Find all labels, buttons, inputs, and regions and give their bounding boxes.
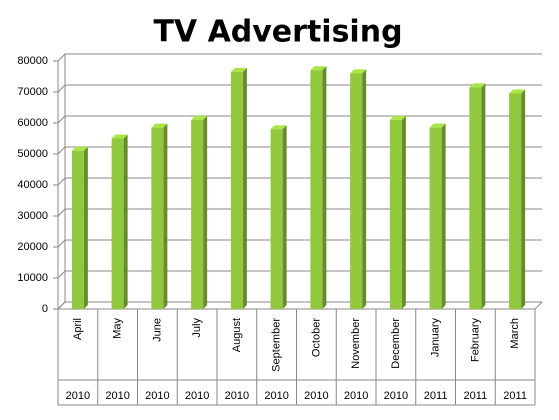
bar-front	[151, 127, 164, 310]
x-tick-label: May	[112, 318, 124, 339]
bar-side	[123, 134, 128, 309]
bar-side	[362, 69, 367, 310]
bar	[350, 69, 367, 310]
bar-top	[350, 69, 367, 74]
x-tick-label: April	[72, 318, 84, 340]
bar	[429, 123, 446, 310]
bar-top	[270, 125, 287, 130]
bar	[310, 66, 327, 309]
x-group-label: 2011	[503, 390, 527, 402]
x-tick-label: January	[430, 318, 442, 358]
bar-front	[350, 73, 363, 310]
bar-side	[521, 89, 526, 309]
bar	[71, 146, 88, 309]
bar-side	[83, 146, 88, 309]
bar-side	[163, 123, 168, 310]
bar-front	[111, 138, 124, 309]
grid-line	[57, 115, 542, 124]
bar-front	[230, 71, 243, 309]
bar-top	[151, 123, 168, 128]
x-group-label: 2011	[464, 390, 488, 402]
x-group-label: 2010	[66, 390, 90, 402]
bar-side	[322, 66, 327, 309]
bar-top	[230, 67, 247, 72]
x-group-label: 2010	[344, 390, 368, 402]
x-group-label: 2010	[105, 390, 129, 402]
bar	[230, 67, 247, 309]
bar-side	[481, 83, 486, 309]
bar-top	[389, 115, 406, 120]
bar	[270, 125, 287, 309]
bar	[509, 89, 526, 309]
x-group-label: 2010	[225, 390, 249, 402]
bar-side	[242, 67, 247, 309]
y-tick-label: 70000	[17, 86, 48, 98]
chart-title: TV Advertising	[153, 15, 402, 50]
bar-top	[191, 115, 208, 120]
x-tick-label: March	[509, 318, 521, 349]
grid-line	[57, 270, 542, 279]
grid-line	[57, 146, 542, 155]
y-tick-label: 20000	[17, 241, 48, 253]
bar-front	[469, 87, 482, 309]
x-tick-label: July	[191, 318, 203, 338]
bar-front	[389, 119, 402, 310]
x-group-label: 2011	[424, 390, 448, 402]
grid-line	[57, 84, 542, 93]
x-group-label: 2010	[384, 390, 408, 402]
bar-front	[509, 93, 522, 309]
bar-top	[509, 89, 526, 94]
x-tick-label: October	[310, 318, 322, 357]
bar-side	[401, 115, 406, 310]
bar	[111, 134, 128, 309]
x-tick-label: December	[390, 318, 402, 369]
y-tick-label: 80000	[17, 55, 48, 67]
bar	[151, 123, 168, 310]
grid-line	[57, 177, 542, 186]
grid-line	[57, 208, 542, 217]
bar-top	[310, 66, 327, 71]
y-tick-label: 40000	[17, 179, 48, 191]
x-group-label: 2010	[304, 390, 328, 402]
bar-front	[71, 150, 84, 309]
bar-side	[203, 115, 208, 310]
bar	[191, 115, 208, 310]
bar	[469, 83, 486, 309]
bar-front	[310, 70, 323, 309]
y-tick-label: 60000	[17, 117, 48, 129]
x-tick-label: September	[271, 318, 283, 372]
bar-top	[429, 123, 446, 128]
bar-front	[270, 129, 283, 309]
grid-line	[57, 53, 542, 62]
y-tick-label: 30000	[17, 210, 48, 222]
x-tick-label: November	[350, 318, 362, 369]
x-tick-label: February	[469, 318, 481, 363]
bar-side	[282, 125, 287, 309]
bar-front	[429, 127, 442, 310]
x-tick-label: August	[231, 318, 243, 352]
x-group-label: 2010	[145, 390, 169, 402]
bar-top	[469, 83, 486, 88]
bar	[389, 115, 406, 310]
bar-top	[111, 134, 128, 139]
bar-side	[441, 123, 446, 310]
bar-front	[191, 119, 204, 310]
y-tick-label: 0	[42, 303, 48, 315]
grid-line	[57, 301, 542, 310]
y-tick-label: 10000	[17, 272, 48, 284]
y-tick-label: 50000	[17, 148, 48, 160]
x-tick-label: June	[151, 318, 163, 342]
bar-top	[71, 146, 88, 151]
x-group-label: 2010	[264, 390, 288, 402]
grid-line	[57, 239, 542, 248]
x-group-label: 2010	[185, 390, 209, 402]
